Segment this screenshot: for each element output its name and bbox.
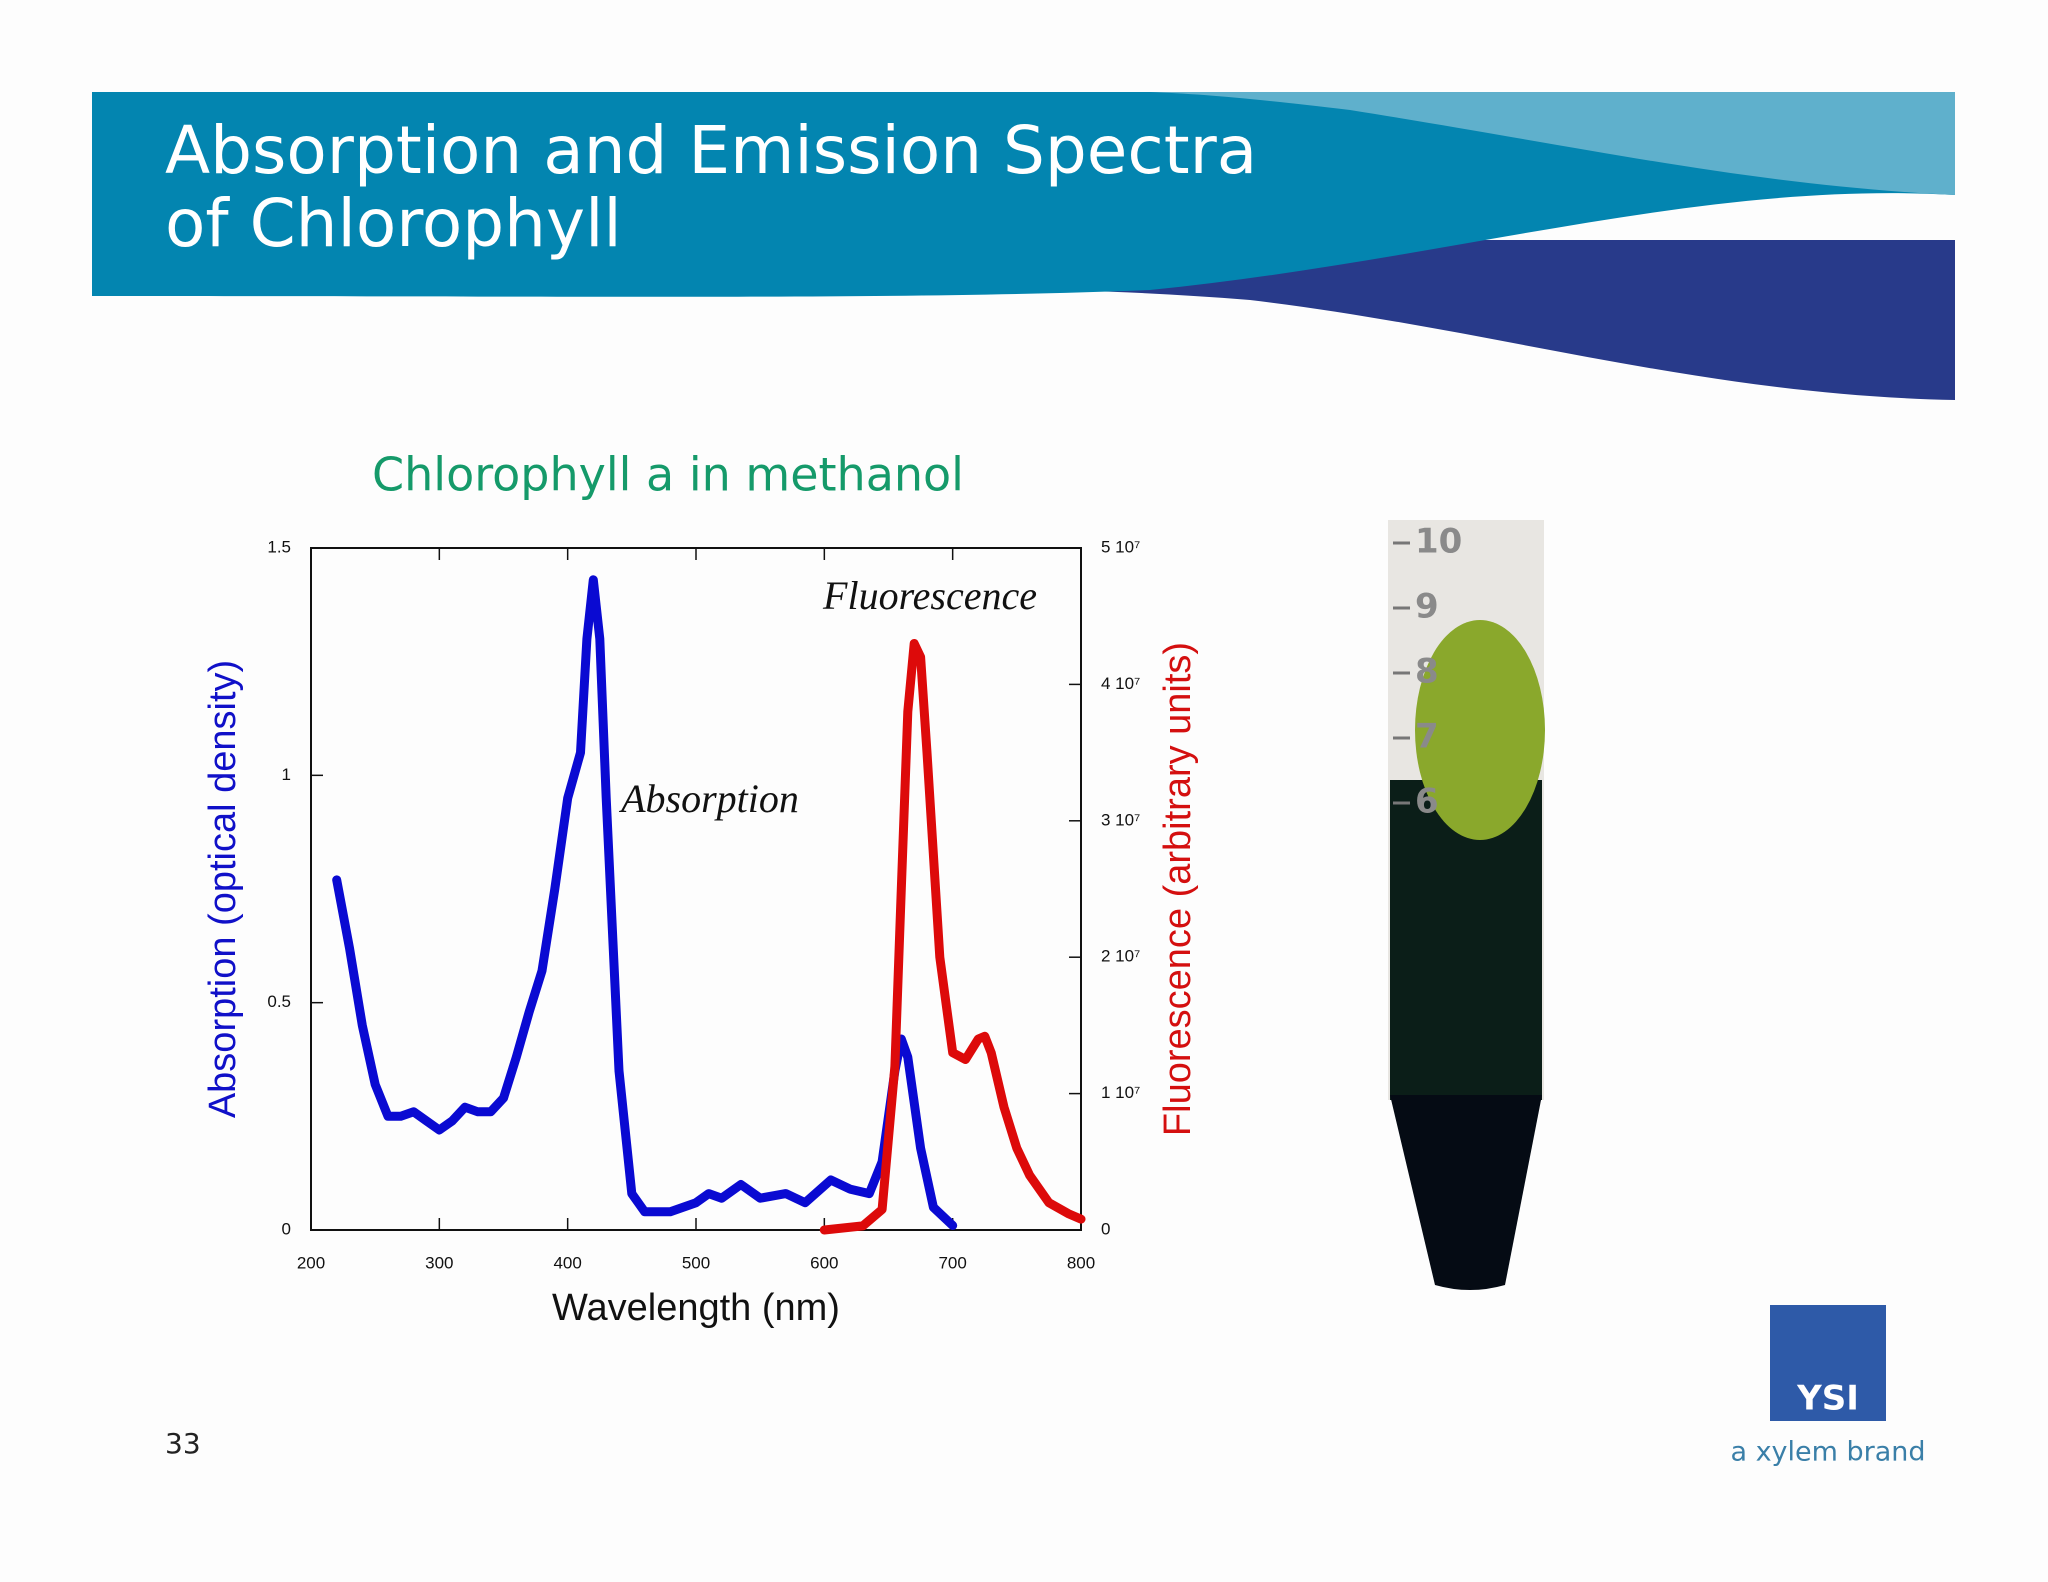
x-tick-label: 400: [553, 1253, 581, 1272]
tube-scale-label: 6: [1415, 782, 1439, 822]
y-axis-label: Absorption (optical density): [202, 660, 244, 1118]
y2-axis-label: Fluorescence (arbitrary units): [1157, 642, 1199, 1136]
x-axis-label: Wavelength (nm): [552, 1287, 840, 1329]
tube-scale-label: 8: [1415, 652, 1439, 692]
tube-tip: [1390, 1095, 1542, 1290]
tube-photo: 10 9 8 7 6: [1388, 520, 1545, 1290]
logo-tagline: a xylem brand: [1730, 1437, 1925, 1468]
tube-scale-label: 10: [1415, 522, 1462, 562]
logo-box: [1770, 1305, 1886, 1421]
x-tick-label: 300: [425, 1253, 453, 1272]
x-tick-label: 500: [682, 1253, 710, 1272]
series-line: [819, 639, 1086, 1235]
y2-tick-label: 5 10⁷: [1101, 537, 1140, 556]
header-band: [92, 92, 1955, 297]
tube-scale-label: 7: [1415, 717, 1439, 757]
series-line: [332, 575, 958, 1230]
tube-scale-label: 9: [1415, 587, 1439, 627]
y2-tick-label: 4 10⁷: [1101, 674, 1140, 693]
y-tick-label: 0: [282, 1219, 291, 1238]
annotation: Fluorescence: [822, 573, 1037, 618]
y2-tick-label: 0: [1101, 1219, 1110, 1238]
title-line: of Chlorophyll: [165, 185, 622, 262]
x-tick-label: 600: [810, 1253, 838, 1272]
y-tick-label: 0.5: [267, 992, 291, 1011]
x-tick-label: 200: [297, 1253, 325, 1272]
title-line: Absorption and Emission Spectra: [165, 112, 1257, 189]
annotation: Absorption: [618, 776, 799, 821]
logo: YSI a xylem brand: [1730, 1305, 1926, 1468]
x-tick-label: 800: [1067, 1253, 1095, 1272]
y-tick-label: 1.5: [267, 537, 291, 556]
x-tick-label: 700: [938, 1253, 966, 1272]
logo-brand: YSI: [1796, 1379, 1859, 1419]
page-number: 33: [165, 1427, 201, 1460]
header-highlight: [1150, 92, 1955, 195]
y2-tick-label: 1 10⁷: [1101, 1083, 1140, 1102]
chart-subtitle: Chlorophyll a in methanol: [372, 448, 964, 502]
y2-tick-label: 2 10⁷: [1101, 947, 1140, 966]
tube-liquid-top: [1415, 620, 1545, 840]
y2-tick-label: 3 10⁷: [1101, 810, 1140, 829]
y-tick-label: 1: [282, 765, 291, 784]
